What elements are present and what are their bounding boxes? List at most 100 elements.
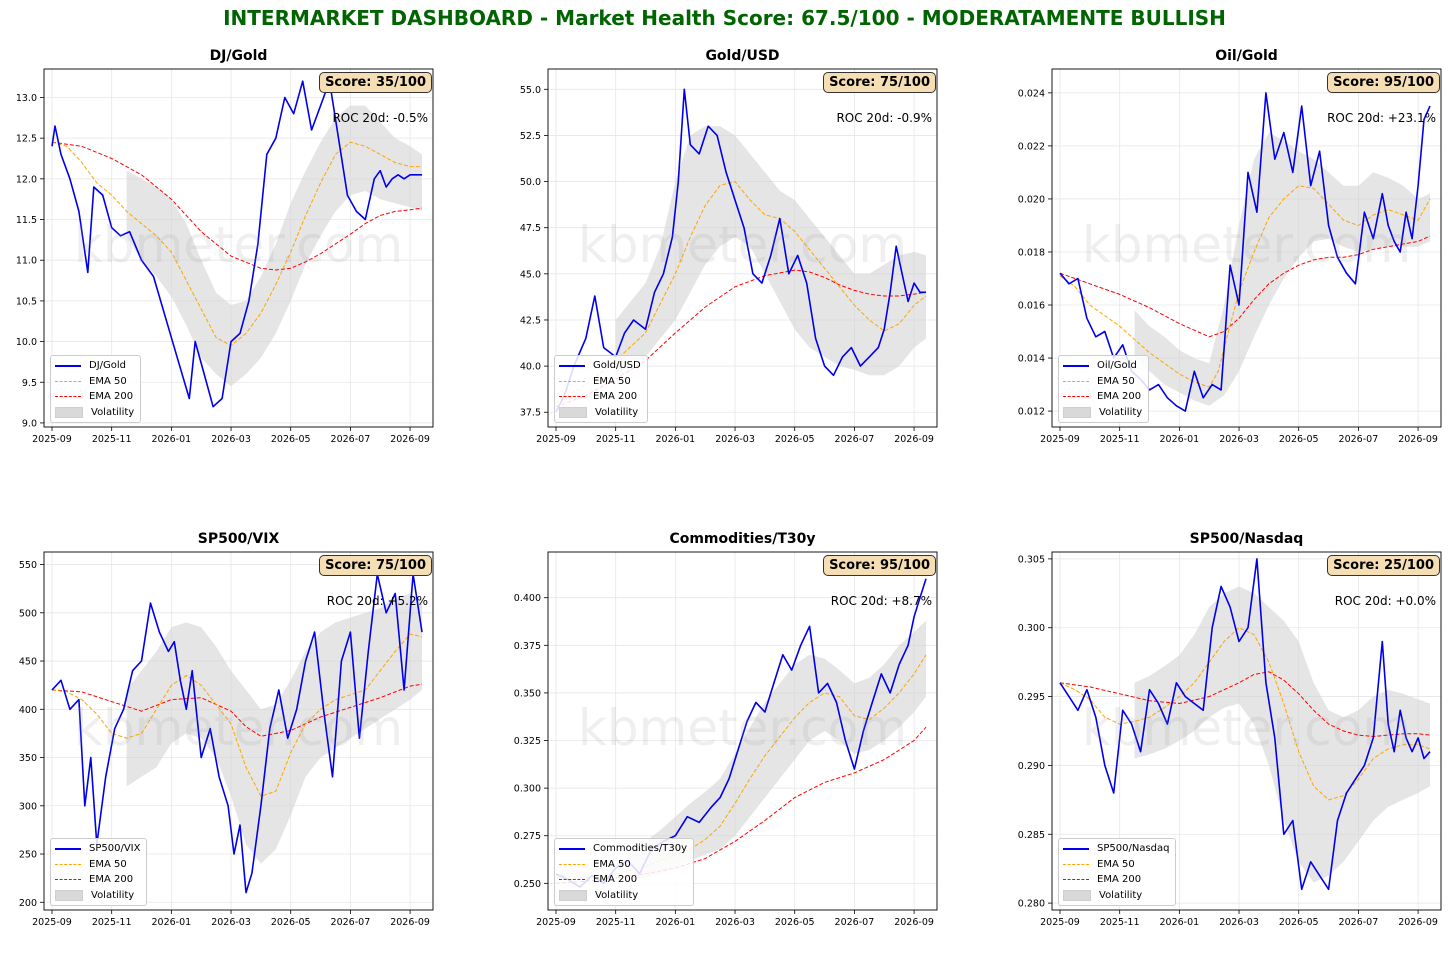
- legend-item-volatility: Volatility: [559, 405, 641, 421]
- y-tick-label: 12.5: [16, 134, 37, 145]
- volatility-band: [126, 105, 422, 387]
- y-tick-label: 500: [19, 608, 37, 619]
- legend-item-ema200: EMA 200: [559, 872, 687, 888]
- axes-frame: [1051, 68, 1442, 428]
- legend-item-price: Commodities/T30y: [559, 841, 687, 857]
- legend-item-ema50: EMA 50: [55, 857, 140, 873]
- legend-label: Volatility: [91, 406, 135, 418]
- legend-swatch: [1063, 889, 1091, 901]
- score-badge: Score: 95/100: [1327, 72, 1440, 93]
- legend-item-ema50: EMA 50: [559, 374, 641, 390]
- y-tick-label: 42.5: [520, 315, 541, 326]
- chart-title: SP500/VIX: [197, 531, 280, 547]
- y-tick-label: 200: [19, 898, 37, 909]
- y-tick-label: 0.295: [1018, 692, 1045, 703]
- volatility-band: [615, 126, 926, 376]
- legend-label: EMA 50: [1097, 858, 1135, 870]
- legend-label: EMA 50: [89, 375, 127, 387]
- x-tick-label: 2025-11: [92, 917, 132, 928]
- y-tick-label: 37.5: [520, 408, 541, 419]
- x-tick-label: 2026-01: [656, 434, 696, 445]
- x-tick-label: 2026-09: [390, 434, 430, 445]
- x-tick-label: 2026-05: [271, 434, 311, 445]
- legend-label: EMA 50: [593, 375, 631, 387]
- chart-panel-gold-usd: 2025-09 2025-11 2026-01 2026-03 2026-05 2026-…: [504, 0, 984, 470]
- legend-swatch: [1063, 364, 1089, 367]
- legend-swatch: [55, 396, 81, 398]
- price-line: [1059, 558, 1431, 891]
- x-tick-label: 2026-05: [1279, 917, 1319, 928]
- legend-item-price: Oil/Gold: [1063, 358, 1142, 374]
- y-tick-label: 0.300: [1018, 623, 1045, 634]
- y-tick-label: 0.014: [1018, 354, 1045, 365]
- y-tick-label: 0.375: [514, 641, 541, 652]
- legend-label: EMA 200: [593, 391, 638, 403]
- y-tick-label: 0.350: [514, 688, 541, 699]
- roc-label: ROC 20d: +8.7%: [830, 594, 932, 608]
- x-tick-label: 2026-05: [1279, 434, 1319, 445]
- x-tick-label: 2026-03: [211, 434, 251, 445]
- x-tick-label: 2026-01: [1160, 434, 1200, 445]
- chart-legend: SP500/VIX EMA 50 EMA 200 Volatility: [50, 838, 148, 906]
- volatility-band: [126, 593, 422, 864]
- x-tick-label: 2026-07: [331, 434, 371, 445]
- axes-frame: [547, 68, 938, 428]
- y-tick-label: 450: [19, 657, 37, 668]
- legend-swatch: [559, 396, 585, 398]
- legend-label: EMA 200: [89, 391, 134, 403]
- y-tick-label: 0.024: [1018, 88, 1045, 99]
- ema200-line: [51, 683, 423, 737]
- y-tick-label: 350: [19, 753, 37, 764]
- y-tick-label: 50.0: [520, 177, 541, 188]
- chart-legend: Gold/USD EMA 50 EMA 200 Volatility: [554, 355, 648, 423]
- x-tick-label: 2026-09: [894, 434, 934, 445]
- legend-swatch: [559, 847, 585, 850]
- legend-swatch: [559, 364, 585, 367]
- y-tick-label: 550: [19, 560, 37, 571]
- legend-swatch: [559, 380, 585, 382]
- x-tick-label: 2026-05: [271, 917, 311, 928]
- legend-label: Gold/USD: [593, 360, 641, 372]
- y-tick-label: 0.325: [514, 736, 541, 747]
- score-badge: Score: 75/100: [319, 555, 432, 576]
- y-tick-label: 11.0: [16, 256, 37, 267]
- x-tick-label: 2026-05: [775, 917, 815, 928]
- ema50-line: [51, 141, 422, 347]
- chart-svg: 2025-09 2025-11 2026-01 2026-03 2026-05 2026-…: [514, 551, 938, 928]
- volatility-band: [1134, 132, 1430, 406]
- x-tick-label: 2026-01: [152, 434, 192, 445]
- chart-svg: 2025-09 2025-11 2026-01 2026-03 2026-05 2026-…: [1018, 68, 1442, 445]
- y-tick-label: 0.300: [514, 784, 541, 795]
- price-line: [51, 80, 422, 408]
- legend-label: EMA 50: [1097, 375, 1135, 387]
- y-tick-label: 0.280: [1018, 899, 1045, 910]
- legend-item-price: SP500/Nasdaq: [1063, 841, 1169, 857]
- chart-svg: 2025-09 2025-11 2026-01 2026-03 2026-05 2026-…: [19, 551, 434, 928]
- chart-panel-dj-gold: 2025-09 2025-11 2026-01 2026-03 2026-05 2026-…: [0, 0, 480, 470]
- price-line: [51, 573, 423, 894]
- x-tick-label: 2026-09: [1398, 434, 1438, 445]
- y-tick-label: 52.5: [520, 131, 541, 142]
- legend-label: EMA 200: [1097, 874, 1142, 886]
- roc-label: ROC 20d: -0.5%: [332, 111, 428, 125]
- chart-title: SP500/Nasdaq: [1189, 531, 1304, 547]
- chart-legend: SP500/Nasdaq EMA 50 EMA 200 Volatility: [1058, 838, 1177, 906]
- x-tick-label: 2026-01: [1160, 917, 1200, 928]
- chart-legend: Oil/Gold EMA 50 EMA 200 Volatility: [1058, 355, 1150, 423]
- y-tick-label: 0.020: [1018, 194, 1045, 205]
- x-tick-label: 2025-11: [1100, 917, 1140, 928]
- legend-item-volatility: Volatility: [55, 888, 140, 904]
- score-badge: Score: 95/100: [823, 555, 936, 576]
- legend-item-ema50: EMA 50: [1063, 857, 1169, 873]
- roc-label: ROC 20d: -0.9%: [836, 111, 932, 125]
- legend-label: SP500/VIX: [89, 843, 141, 855]
- y-tick-label: 0.305: [1018, 554, 1045, 565]
- legend-item-ema200: EMA 200: [1063, 872, 1169, 888]
- x-tick-label: 2025-09: [32, 917, 72, 928]
- y-tick-label: 0.016: [1018, 301, 1045, 312]
- chart-legend: DJ/Gold EMA 50 EMA 200 Volatility: [50, 355, 142, 423]
- x-tick-label: 2025-09: [1040, 917, 1080, 928]
- y-tick-label: 45.0: [520, 269, 541, 280]
- y-tick-label: 12.0: [16, 174, 37, 185]
- legend-swatch: [1063, 380, 1089, 382]
